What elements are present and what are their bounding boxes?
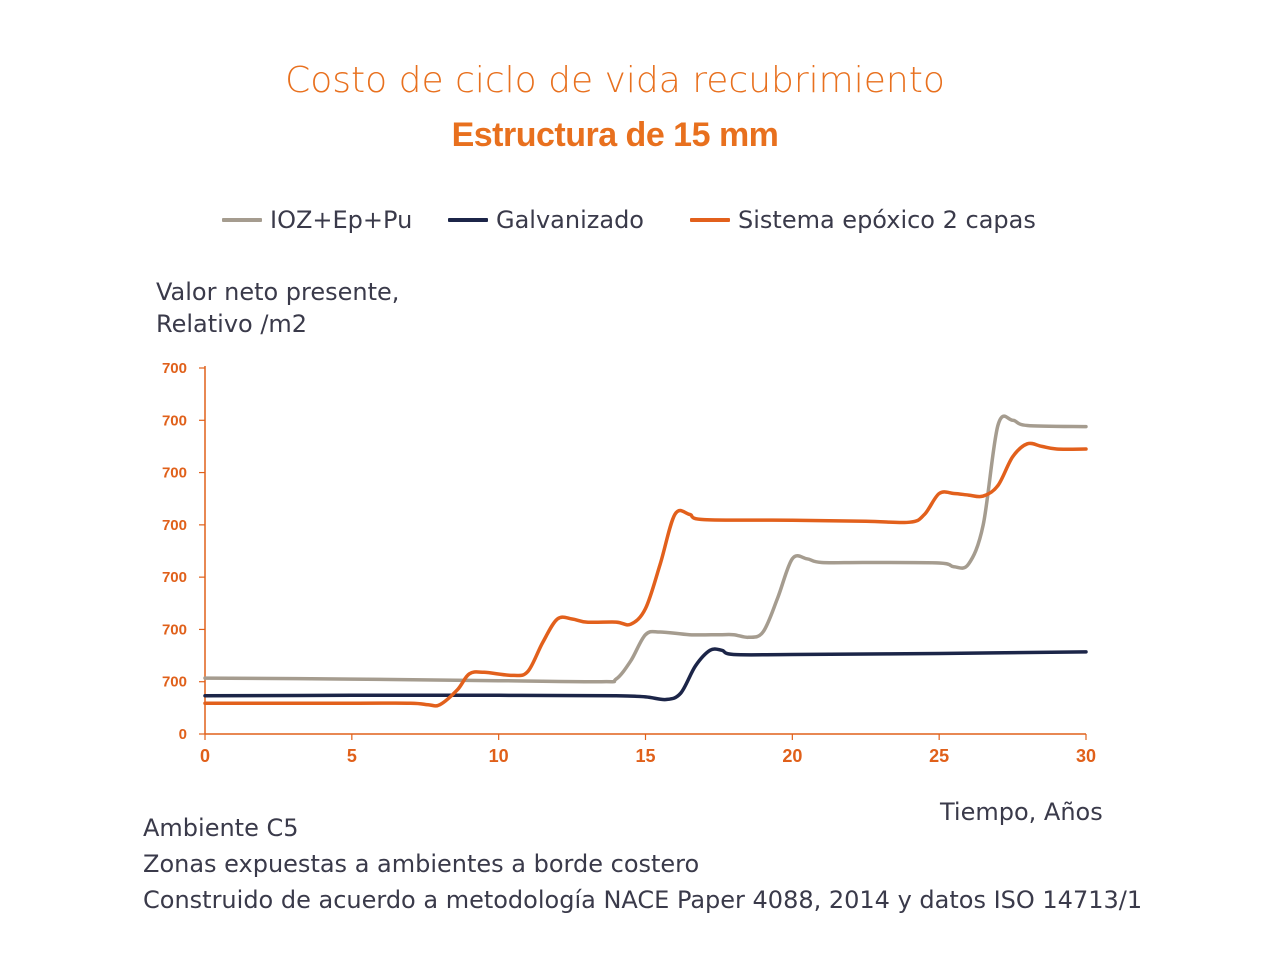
x-tick-label: 10	[489, 746, 509, 766]
note-line-3: Construido de acuerdo a metodología NACE…	[143, 886, 1143, 914]
x-tick-label: 25	[929, 746, 949, 766]
series-line-galvanizado	[203, 647, 1088, 702]
legend: IOZ+Ep+Pu Galvanizado Sistema epóxico 2 …	[0, 206, 1280, 242]
x-tick-label: 15	[635, 746, 655, 766]
y-tick-label: 700	[162, 621, 187, 638]
chart-title: Costo de ciclo de vida recubrimiento	[285, 60, 945, 101]
y-tick-label: 700	[162, 360, 187, 377]
y-tick-label: 0	[179, 726, 187, 743]
y-tick-label: 700	[162, 674, 187, 691]
chart-series	[203, 414, 1088, 708]
legend-swatch-epoxico	[690, 218, 730, 222]
chart-axes: 0 700 700 700 700 700 700 700 0 5 10 15 20 25 30	[162, 360, 1096, 766]
legend-swatch-galvanizado	[448, 218, 488, 222]
note-line-1: Ambiente C5	[143, 814, 299, 842]
note-line-2: Zonas expuestas a ambientes a borde cost…	[143, 850, 700, 878]
x-axis-label: Tiempo, Años	[940, 798, 1103, 826]
y-tick-label: 700	[162, 412, 187, 429]
y-tick-label: 700	[162, 517, 187, 534]
y-axis-label: Valor neto presente, Relativo /m2	[156, 276, 399, 340]
legend-item-ioz: IOZ+Ep+Pu	[222, 206, 412, 234]
y-axis-label-line-1: Valor neto presente,	[156, 278, 400, 306]
legend-label-ioz: IOZ+Ep+Pu	[270, 206, 413, 234]
legend-swatch-ioz	[222, 218, 262, 222]
y-tick-label: 700	[162, 465, 187, 482]
series-line-sistema-epoxico	[203, 441, 1088, 708]
x-tick-label: 5	[347, 746, 357, 766]
y-tick-label: 700	[162, 569, 187, 586]
legend-item-galvanizado: Galvanizado	[448, 206, 644, 234]
legend-label-epoxico: Sistema epóxico 2 capas	[738, 206, 1036, 234]
x-tick-label: 20	[782, 746, 802, 766]
chart-subtitle: Estructura de 15 mm	[451, 116, 779, 154]
series-line-ioz-ep-pu	[203, 414, 1088, 684]
x-tick-label: 0	[200, 746, 210, 766]
legend-label-galvanizado: Galvanizado	[496, 206, 644, 234]
y-axis-label-line-2: Relativo /m2	[156, 310, 308, 338]
chart-notes: Ambiente C5 Zonas expuestas a ambientes …	[143, 810, 1142, 918]
x-tick-label: 30	[1076, 746, 1096, 766]
legend-item-epoxico: Sistema epóxico 2 capas	[690, 206, 1036, 234]
